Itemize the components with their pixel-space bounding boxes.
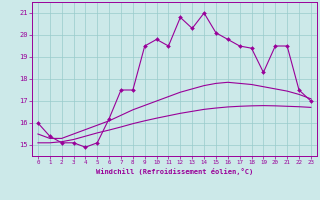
X-axis label: Windchill (Refroidissement éolien,°C): Windchill (Refroidissement éolien,°C): [96, 168, 253, 175]
